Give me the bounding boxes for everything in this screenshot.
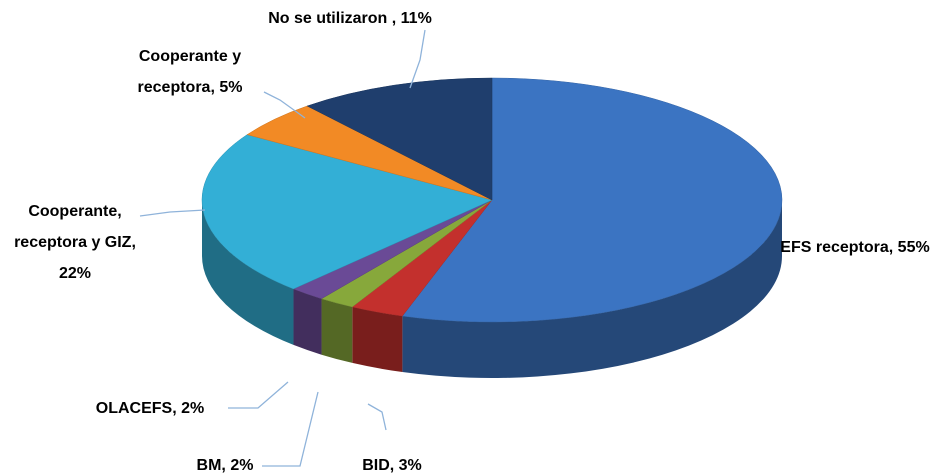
label-value: 55% [897,239,930,256]
slice-side [321,298,353,363]
label-value: 3% [398,457,422,474]
label-category: Cooperante, receptora y GIZ, [14,203,136,251]
slice [401,77,783,323]
leader-line [263,91,306,119]
data-label: OLACEFS, 2% [70,393,230,424]
slice-side [402,200,782,378]
label-value: 2% [230,457,254,474]
label-category: Cooperante y receptora, [137,48,242,96]
data-label: BM, 2% [180,450,270,476]
leader-line [228,381,289,409]
leader-line [367,403,387,431]
slice-side [293,288,322,355]
label-value: 11% [400,10,432,27]
data-label: No se utilizaron , 11% [260,3,440,34]
data-label: Cooperante, receptora y GIZ, 22% [0,196,150,289]
label-category: OLACEFS, [95,400,177,417]
slice-side [202,200,294,345]
data-label: BID, 3% [352,450,432,476]
slice [306,77,493,201]
leader-line [409,29,426,89]
data-label: EFS receptora, 55% [780,232,930,263]
label-value: 5% [219,79,243,96]
label-value: 22% [58,265,92,282]
slice [201,134,493,290]
label-category: No se utilizaron , [268,10,397,27]
leader-line [139,209,206,217]
label-category: BID, [362,457,395,474]
slice-side [352,306,403,373]
label-category: BM, [196,457,226,474]
label-value: 2% [181,400,205,417]
leader-line [262,391,319,467]
data-label: Cooperante y receptora, 5% [110,41,270,103]
label-category: EFS receptora, [780,239,894,256]
slices [201,77,783,378]
